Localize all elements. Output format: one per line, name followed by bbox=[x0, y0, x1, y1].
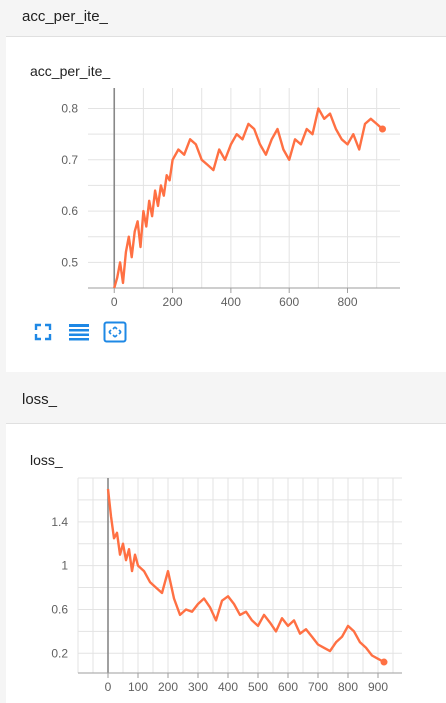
series-line bbox=[113, 107, 384, 289]
section-header-loss[interactable]: loss_ bbox=[0, 383, 446, 417]
y-tick-label: 0.2 bbox=[51, 646, 68, 660]
fullscreen-button[interactable] bbox=[30, 320, 56, 344]
fit-domain-button[interactable] bbox=[102, 320, 128, 344]
y-tick-label: 1 bbox=[61, 559, 68, 573]
chart-grid bbox=[77, 477, 402, 673]
series-end-point bbox=[379, 125, 387, 133]
x-tick-label: 600 bbox=[278, 680, 298, 694]
x-tick-label: 100 bbox=[128, 680, 148, 694]
chart-title: acc_per_ite_ bbox=[30, 63, 111, 79]
x-tick-label: 0 bbox=[111, 295, 118, 309]
y-tick-label: 1.4 bbox=[51, 515, 68, 529]
series-line bbox=[106, 488, 385, 664]
x-tick-label: 800 bbox=[337, 295, 357, 309]
section-title: loss_ bbox=[22, 391, 58, 408]
x-tick-label: 700 bbox=[308, 680, 328, 694]
data-selection-icon bbox=[69, 324, 89, 341]
section-title: acc_per_ite_ bbox=[22, 8, 108, 25]
x-tick-label: 200 bbox=[163, 295, 183, 309]
x-tick-label: 800 bbox=[338, 680, 358, 694]
x-tick-label: 600 bbox=[279, 295, 299, 309]
chart-grid bbox=[88, 88, 400, 289]
chart-toolbar bbox=[30, 319, 128, 345]
x-tick-label: 400 bbox=[218, 680, 238, 694]
chart-1[interactable]: 0 100 200 300 400 500 600 700 800 900 0.2 0.6 1 1.4 bbox=[51, 477, 402, 694]
y-tick-label: 0.5 bbox=[61, 255, 78, 269]
x-tick-label: 300 bbox=[188, 680, 208, 694]
x-tick-label: 400 bbox=[221, 295, 241, 309]
fullscreen-icon bbox=[34, 323, 52, 341]
fit-domain-icon bbox=[103, 321, 127, 343]
chart-card-loss: loss_ bbox=[6, 423, 446, 703]
series-end-point bbox=[380, 658, 388, 666]
section-header-acc[interactable]: acc_per_ite_ bbox=[0, 0, 446, 34]
x-tick-label: 200 bbox=[158, 680, 178, 694]
chart-card-acc: acc_per_ite_ bbox=[6, 36, 446, 372]
y-tick-label: 0.8 bbox=[61, 102, 78, 116]
chart-title: loss_ bbox=[30, 452, 63, 468]
x-tick-label: 500 bbox=[248, 680, 268, 694]
chart-0[interactable]: 0 200 400 600 800 0.5 0.6 0.7 0.8 bbox=[61, 88, 400, 309]
y-tick-label: 0.6 bbox=[51, 602, 68, 616]
y-tick-label: 0.6 bbox=[61, 204, 78, 218]
y-tick-label: 0.7 bbox=[61, 153, 78, 167]
data-selection-button[interactable] bbox=[66, 320, 92, 344]
x-tick-label: 0 bbox=[105, 680, 112, 694]
x-tick-label: 900 bbox=[368, 680, 388, 694]
